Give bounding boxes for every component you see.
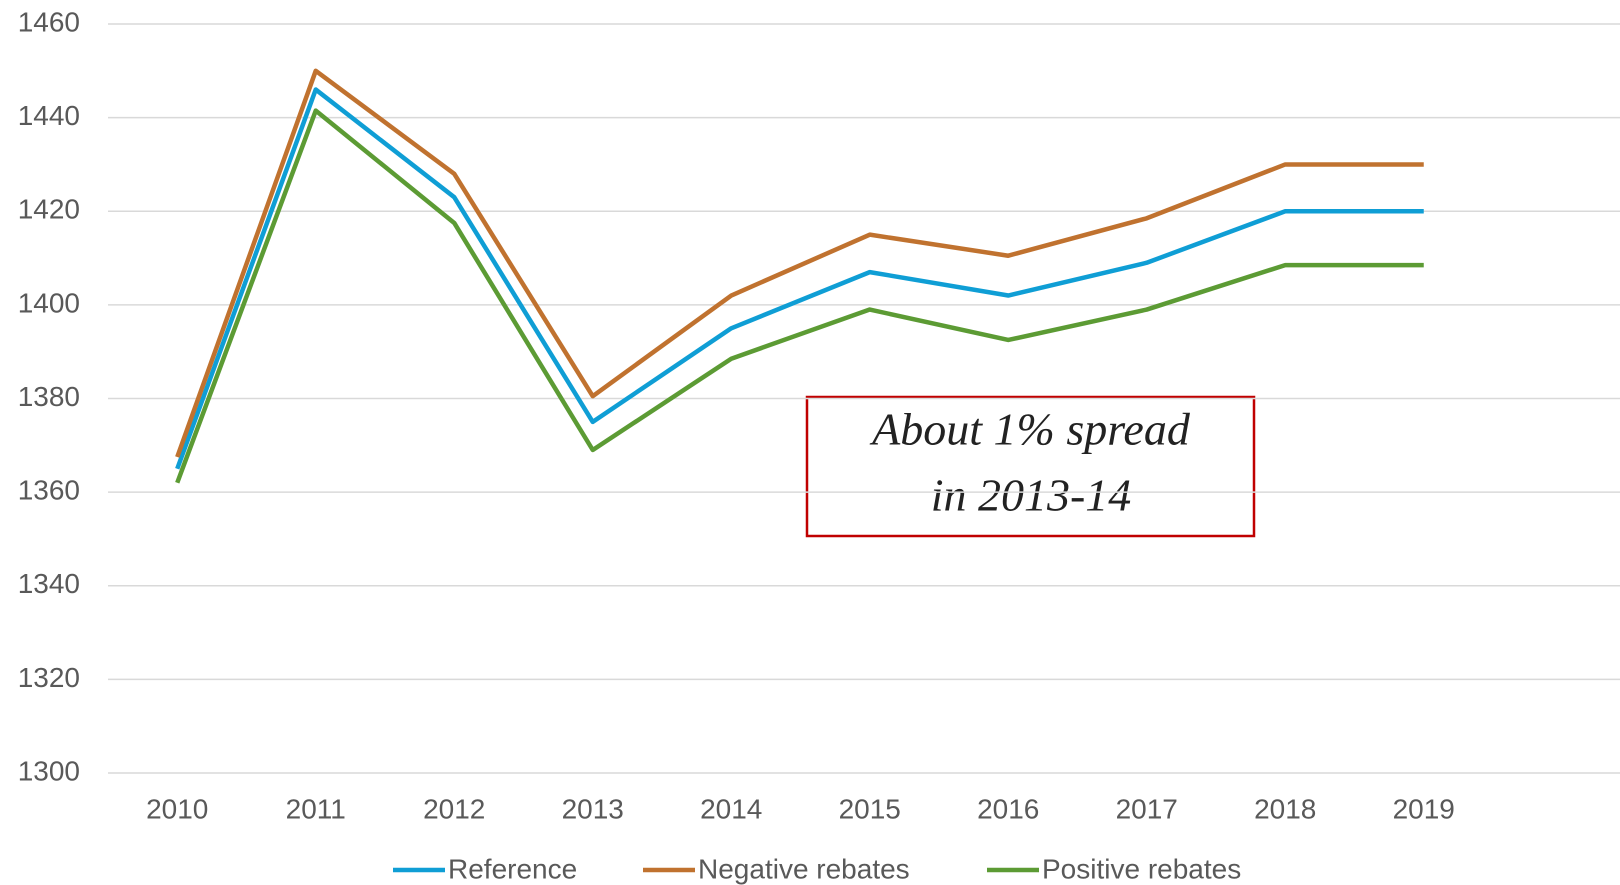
y-tick-label: 1460 <box>18 6 80 37</box>
y-tick-label: 1320 <box>18 662 80 693</box>
y-tick-label: 1300 <box>18 755 80 786</box>
line <box>175 87 1424 470</box>
x-tick-label: 2016 <box>977 793 1039 824</box>
y-tick-label: 1360 <box>18 475 80 506</box>
y-tick-label: 1380 <box>18 381 80 412</box>
x-tick-label: 2013 <box>562 793 624 824</box>
y-tick-label: 1440 <box>18 100 80 131</box>
x-tick-label: 2012 <box>423 793 485 824</box>
x-tick-label: 2019 <box>1393 793 1455 824</box>
x-tick-label: 2014 <box>700 793 762 824</box>
legend-label: Positive rebates <box>1042 853 1241 884</box>
annotation-box <box>805 395 1256 538</box>
line <box>175 108 1424 484</box>
x-tick-label: 2015 <box>839 793 901 824</box>
y-tick-label: 1420 <box>18 194 80 225</box>
legend-label: Negative rebates <box>698 853 910 884</box>
x-tick-label: 2018 <box>1254 793 1316 824</box>
x-tick-label: 2010 <box>146 793 208 824</box>
line <box>175 68 1424 458</box>
x-tick-label: 2011 <box>286 793 346 824</box>
x-tick-label: 2017 <box>1116 793 1178 824</box>
annotation: in 2013-14 <box>931 470 1132 521</box>
y-tick-label: 1340 <box>18 568 80 599</box>
legend-label: Reference <box>448 853 577 884</box>
annotation: About 1% spread <box>869 404 1191 455</box>
y-tick-label: 1400 <box>18 287 80 318</box>
